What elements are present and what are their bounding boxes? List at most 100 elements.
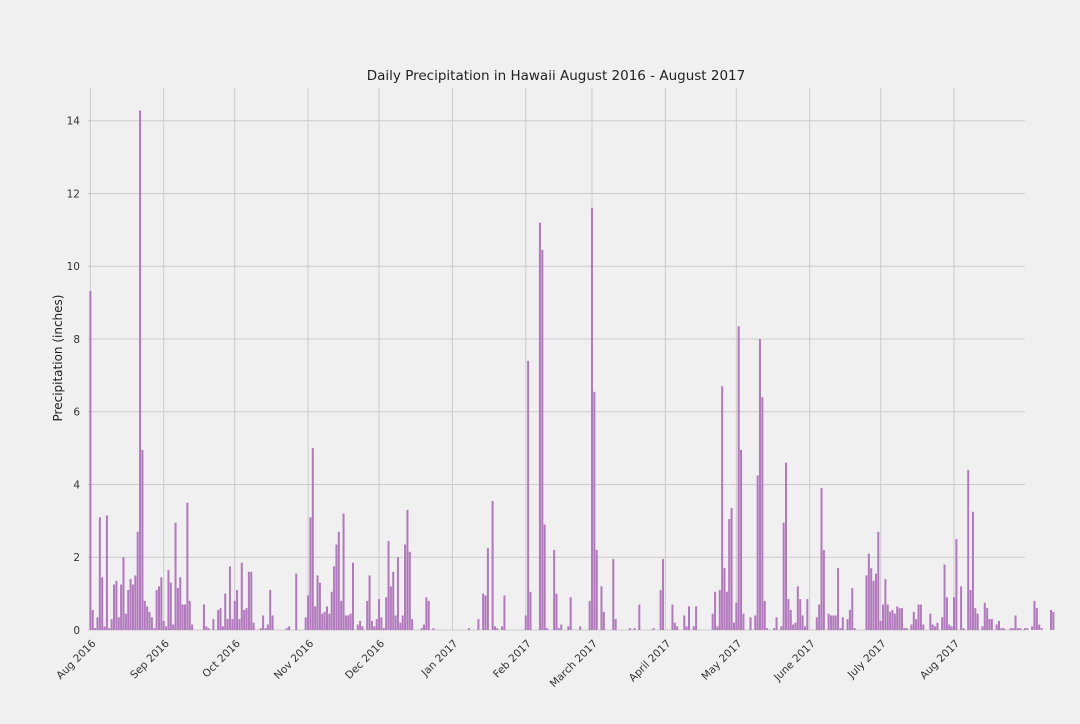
bar [335,544,338,630]
bar [271,615,274,630]
bar [378,599,381,630]
bar [231,619,234,630]
bar [628,628,631,630]
bar [723,568,726,630]
bar [115,580,118,630]
bar [737,326,740,630]
bar [503,595,506,630]
bar [728,519,731,630]
bar [1023,628,1026,630]
bar [323,611,326,630]
bar [960,586,963,630]
bar [368,575,371,630]
bar [127,589,130,630]
bar [553,549,556,630]
bar [527,360,530,630]
bar [188,600,191,630]
bar [333,566,336,630]
bar [266,624,269,630]
bar [285,628,288,630]
bar [328,613,331,630]
bar [399,622,402,630]
bar [157,586,160,630]
bar [799,599,802,630]
bar [943,564,946,630]
bar [375,619,378,630]
bar [884,579,887,630]
bar [903,628,906,630]
bar [1038,624,1041,630]
bar [174,522,177,630]
bar [867,553,870,630]
bar [974,608,977,630]
bar [905,628,908,630]
bar [392,571,395,630]
bar [96,617,99,630]
bar [318,582,321,630]
bar [934,626,937,630]
bar [796,586,799,630]
bar [782,522,785,630]
bar [342,513,345,630]
bar [671,604,674,630]
bar [652,628,655,630]
bar [953,597,956,630]
bar [202,604,205,630]
bar [247,571,250,630]
bar [309,517,312,630]
bar [259,628,262,630]
bar [228,566,231,630]
bar [1031,626,1034,630]
bar [226,619,229,630]
y-tick-labels: 0 2 4 6 8 10 12 14 [67,116,81,637]
bar [579,626,582,630]
chart-title: Daily Precipitation in Hawaii August 201… [367,68,746,84]
bar [794,622,797,630]
bar [756,475,759,630]
bar [997,620,1000,630]
bar [486,548,489,630]
bar [141,449,144,630]
bar [948,624,951,630]
bar [370,620,373,630]
bar [638,604,641,630]
y-tick-label: 4 [73,479,80,491]
bar [1000,628,1003,630]
bar [718,589,721,630]
bar [169,582,172,630]
bar [1002,628,1005,630]
bar [567,626,570,630]
bar [685,626,688,630]
bar [184,604,187,630]
bar [146,606,149,630]
bar [361,626,364,630]
bar [165,626,168,630]
bar [311,448,314,630]
bar [366,600,369,630]
bar [969,589,972,630]
bar [962,628,965,630]
bar [976,613,979,630]
bar [560,624,563,630]
bar [721,386,724,630]
bar [477,619,480,630]
bar [742,613,745,630]
bar [385,597,388,630]
y-tick-label: 6 [73,407,80,419]
bar [122,557,125,630]
bar [186,502,189,630]
bar [839,628,842,630]
bar [105,515,108,630]
bar [110,619,113,630]
bar [730,508,733,630]
bar [870,568,873,630]
bar [117,617,120,630]
bar [295,573,298,630]
bar [238,619,241,630]
bar [891,609,894,630]
bar [387,540,390,630]
bar [695,606,698,630]
bar [380,617,383,630]
bar [803,626,806,630]
bar [408,551,411,630]
